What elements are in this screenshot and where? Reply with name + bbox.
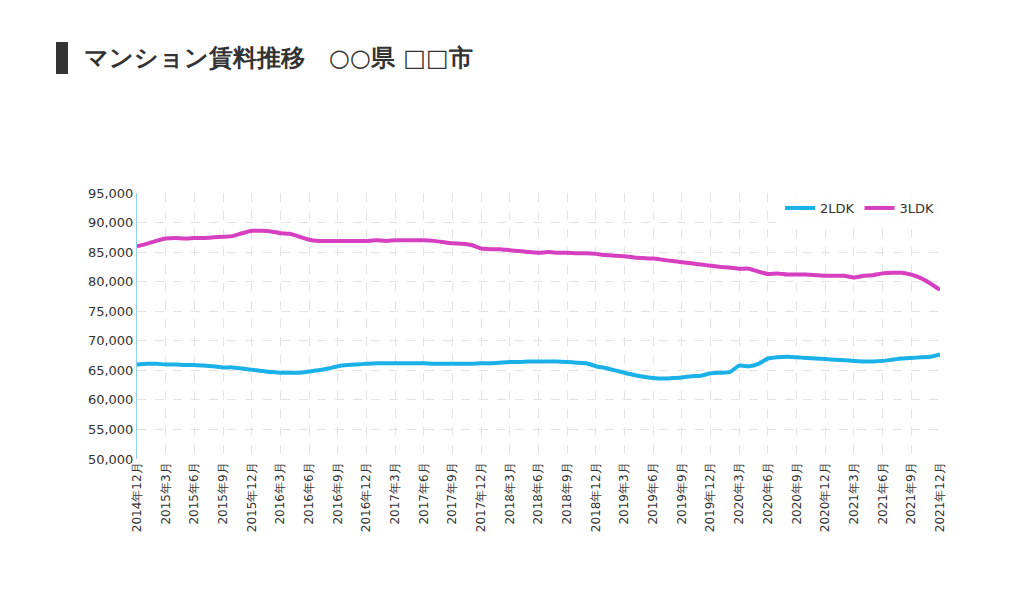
svg-text:95,000: 95,000	[88, 186, 134, 201]
svg-text:2021年6月: 2021年6月	[876, 462, 890, 524]
svg-text:2019年3月: 2019年3月	[617, 462, 631, 524]
svg-text:55,000: 55,000	[88, 422, 134, 437]
svg-text:2021年9月: 2021年9月	[904, 462, 918, 524]
svg-text:2016年3月: 2016年3月	[273, 462, 287, 524]
svg-text:2020年9月: 2020年9月	[790, 462, 804, 524]
svg-text:2017年6月: 2017年6月	[417, 462, 431, 524]
svg-text:2021年12月: 2021年12月	[933, 462, 947, 532]
svg-text:85,000: 85,000	[88, 245, 134, 260]
svg-text:2015年6月: 2015年6月	[187, 462, 201, 524]
svg-text:2016年12月: 2016年12月	[359, 462, 373, 532]
svg-text:90,000: 90,000	[88, 215, 134, 230]
svg-text:2018年3月: 2018年3月	[503, 462, 517, 524]
svg-text:2015年3月: 2015年3月	[159, 462, 173, 524]
svg-text:70,000: 70,000	[88, 333, 134, 348]
svg-text:2016年9月: 2016年9月	[331, 462, 345, 524]
svg-text:65,000: 65,000	[88, 363, 134, 378]
svg-text:2017年12月: 2017年12月	[474, 462, 488, 532]
svg-text:2021年3月: 2021年3月	[847, 462, 861, 524]
svg-text:2015年9月: 2015年9月	[216, 462, 230, 524]
svg-text:60,000: 60,000	[88, 392, 134, 407]
svg-text:2016年6月: 2016年6月	[302, 462, 316, 524]
svg-text:2014年12月: 2014年12月	[130, 462, 144, 532]
svg-text:2018年12月: 2018年12月	[589, 462, 603, 532]
svg-text:3LDK: 3LDK	[900, 201, 935, 216]
svg-text:2017年9月: 2017年9月	[445, 462, 459, 524]
svg-text:50,000: 50,000	[88, 452, 134, 467]
svg-text:2015年12月: 2015年12月	[245, 462, 259, 532]
svg-text:2020年12月: 2020年12月	[818, 462, 832, 532]
svg-text:75,000: 75,000	[88, 304, 134, 319]
svg-text:2019年6月: 2019年6月	[646, 462, 660, 524]
svg-text:2019年9月: 2019年9月	[675, 462, 689, 524]
svg-text:2017年3月: 2017年3月	[388, 462, 402, 524]
html-text:マンション賃料推移 ○○県 □□市: マンション賃料推移 ○○県 □□市	[84, 44, 473, 72]
svg-text:2018年9月: 2018年9月	[560, 462, 574, 524]
svg-text:2020年6月: 2020年6月	[761, 462, 775, 524]
svg-text:80,000: 80,000	[88, 274, 134, 289]
svg-text:2020年3月: 2020年3月	[732, 462, 746, 524]
svg-text:2018年6月: 2018年6月	[531, 462, 545, 524]
svg-text:2019年12月: 2019年12月	[703, 462, 717, 532]
svg-text:2LDK: 2LDK	[820, 201, 855, 216]
